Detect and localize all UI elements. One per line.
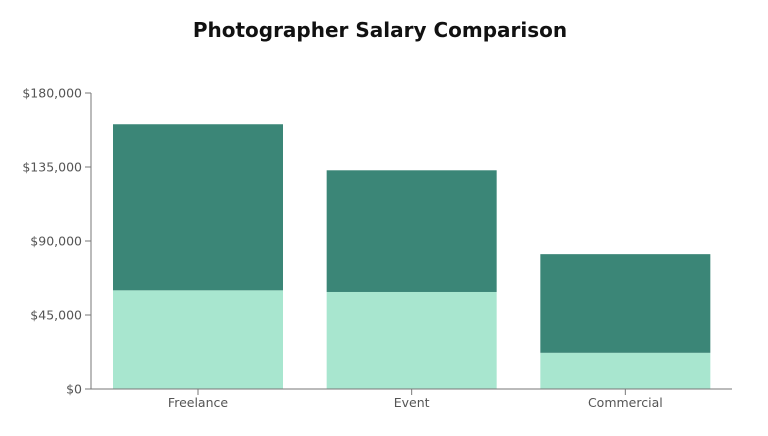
x-axis: Freelance Event Commercial (91, 388, 732, 410)
bar-segment-commercial-0[interactable] (540, 352, 711, 389)
y-axis: $0 $45,000 $90,000 $135,000 $180,000 (22, 86, 92, 397)
x-tick-label-freelance: Freelance (168, 395, 228, 410)
x-tick-label-event: Event (394, 395, 430, 410)
bar-segment-commercial-1[interactable] (540, 254, 711, 353)
y-tick-label: $90,000 (30, 234, 82, 249)
bar-segment-freelance-0[interactable] (113, 290, 283, 389)
chart-title: Photographer Salary Comparison (193, 18, 567, 42)
y-tick-label: $0 (66, 382, 82, 397)
y-tick-label: $45,000 (30, 308, 82, 323)
bars (113, 124, 711, 389)
x-tick-label-commercial: Commercial (588, 395, 663, 410)
y-tick-label: $135,000 (22, 160, 82, 175)
bar-segment-event-0[interactable] (326, 291, 497, 389)
y-tick-label: $180,000 (22, 86, 82, 101)
bar-segment-event-1[interactable] (326, 170, 497, 292)
bar-segment-freelance-1[interactable] (113, 124, 283, 291)
